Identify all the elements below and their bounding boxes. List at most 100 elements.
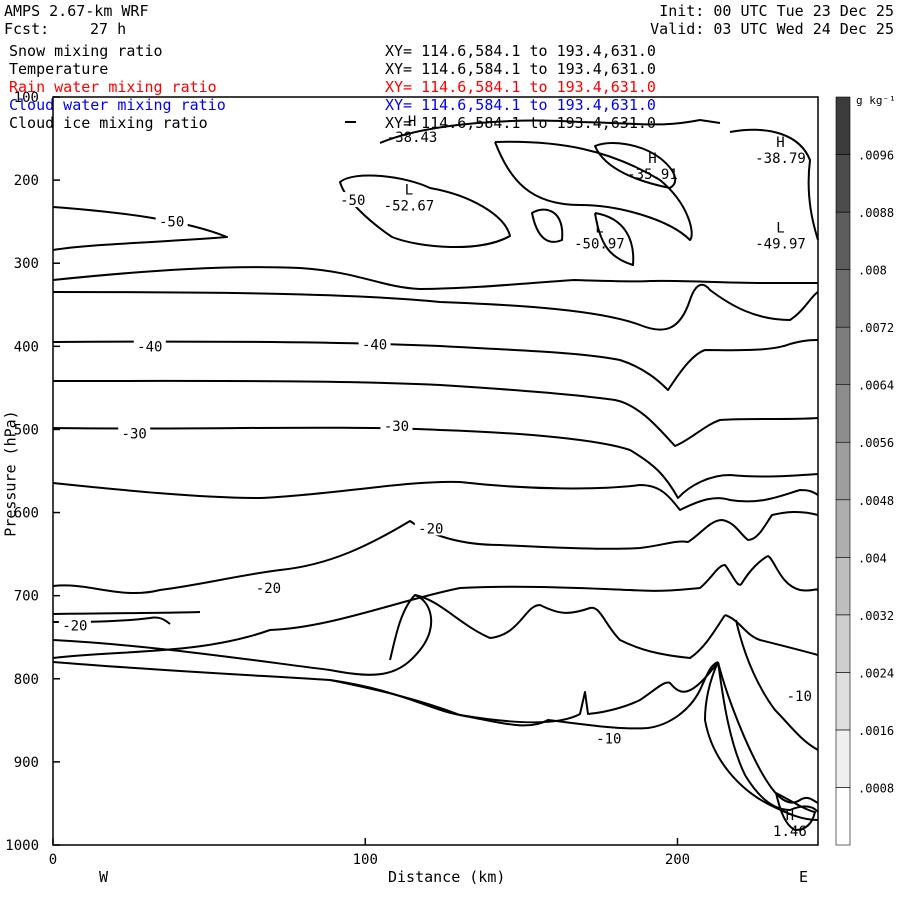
contour-line — [704, 661, 819, 821]
field-name: Snow mixing ratio — [9, 42, 163, 60]
contour-line — [329, 661, 719, 730]
contour-labels: -50 -50 -40 -40 -30 -30 -20 -20 -20 -10 -10 — [58, 192, 816, 748]
contour-label-bg — [336, 192, 369, 208]
extremum-value: -35.91 — [627, 167, 678, 183]
colorbar-segment — [835, 384, 851, 443]
y-tick-label: 200 — [14, 173, 39, 189]
east-label: E — [799, 868, 809, 886]
contour-line — [52, 283, 819, 331]
contour-label-bg — [414, 520, 447, 536]
colorbar-segment — [835, 787, 851, 846]
contour-label: -50 — [159, 215, 184, 231]
contour-label-bg — [358, 336, 391, 352]
contour-label: -40 — [362, 338, 387, 354]
x-tick-label: 0 — [49, 852, 57, 868]
colorbar-segment — [835, 672, 851, 731]
colorbar-label: .0088 — [858, 206, 894, 220]
contour-line — [594, 142, 677, 189]
colorbar-label: .0072 — [858, 321, 894, 335]
valid-time: Valid: 03 UTC Wed 24 Dec 25 — [650, 20, 894, 38]
y-tick-label: 100 — [14, 90, 39, 106]
colorbar-label: .008 — [858, 264, 887, 278]
colorbar-label: .0096 — [858, 149, 894, 163]
contour-label-bg — [592, 730, 625, 746]
contour-label: -20 — [62, 619, 87, 635]
contour-label: -30 — [122, 427, 147, 443]
field-name: Cloud ice mixing ratio — [9, 114, 208, 132]
colorbar-label: .0016 — [858, 724, 894, 738]
extrema-labels: H-38.43L-52.67H-35.91H-38.79L-50.97L-49.… — [384, 114, 807, 840]
field-name: Temperature — [9, 60, 109, 78]
contour-line — [52, 206, 228, 251]
extremum-kind: L — [776, 221, 784, 237]
extremum-kind: H — [776, 135, 784, 151]
colorbar-segment — [835, 326, 851, 385]
colorbar-label: .004 — [858, 551, 887, 565]
contour-line — [735, 619, 819, 751]
colorbar-unit: g kg⁻¹ — [856, 94, 896, 107]
west-label: W — [99, 868, 109, 886]
colorbar-label: .0032 — [858, 609, 894, 623]
extremum-value: -52.67 — [384, 198, 435, 214]
init-time: Init: 00 UTC Tue 23 Dec 25 — [659, 2, 894, 20]
contour-line — [339, 174, 511, 248]
contour-line — [52, 379, 819, 447]
colorbar-label: .0048 — [858, 494, 894, 508]
contour-label: -10 — [596, 732, 621, 748]
contour-label-bg — [58, 617, 91, 633]
contour-label-bg — [783, 688, 816, 704]
colorbar: .0008 .0016 .0024 .0032 .004 .0048 .0056 .0064.… — [835, 94, 896, 846]
model-title: AMPS 2.67-km WRF — [4, 2, 149, 20]
contour-line — [52, 611, 201, 615]
field-xy-range: XY= 114.6,584.1 to 193.4,631.0 — [385, 96, 656, 114]
colorbar-label: .0064 — [858, 379, 894, 393]
contour-line — [379, 119, 721, 144]
colorbar-label: .0056 — [858, 436, 894, 450]
contour-line — [494, 140, 693, 241]
plot-frame — [52, 96, 819, 846]
contour-label-bg — [380, 418, 413, 434]
y-tick-label: 300 — [14, 256, 39, 272]
extremum-kind: H — [648, 151, 656, 167]
colorbar-segment — [835, 211, 851, 270]
contour-line — [52, 555, 819, 659]
colorbar-segment — [835, 269, 851, 328]
contour-line — [414, 594, 726, 659]
contour-line — [52, 480, 819, 511]
contour-label: -30 — [384, 419, 409, 435]
extremum-value: 1.46 — [773, 824, 807, 840]
y-tick-label: 1000 — [5, 838, 39, 854]
contour-label: -20 — [256, 581, 281, 597]
forecast-hour: 27 h — [90, 20, 127, 38]
colorbar-segment — [835, 441, 851, 501]
contour-line — [594, 212, 635, 266]
y-tick-label: 800 — [14, 672, 39, 688]
contour-label: -50 — [340, 193, 365, 209]
colorbar-label: .0008 — [858, 781, 894, 795]
contour-label: -40 — [137, 339, 162, 355]
extremum-kind: H — [786, 808, 794, 824]
forecast-label: Fcst: — [4, 20, 50, 38]
contour-line — [717, 661, 819, 813]
extremum-kind: L — [595, 221, 603, 237]
extremum-value: -38.79 — [755, 151, 806, 167]
colorbar-segment — [835, 557, 851, 616]
field-name: Rain water mixing ratio — [9, 78, 217, 96]
y-tick-label: 400 — [14, 339, 39, 355]
contour-line — [52, 594, 433, 676]
x-tick-label: 100 — [353, 852, 378, 868]
contour-label: -10 — [787, 689, 812, 705]
contour-label-bg — [133, 338, 166, 354]
field-name: Cloud water mixing ratio — [9, 96, 226, 114]
colorbar-label: .0024 — [858, 666, 894, 680]
temperature-contours — [52, 119, 819, 831]
contour-line — [52, 266, 818, 290]
contour-line — [775, 792, 816, 831]
x-tick-label: 200 — [665, 852, 690, 868]
plot-border — [52, 96, 819, 846]
extremum-value: -50.97 — [574, 237, 625, 253]
axes: 100 200 300 400 500 600 700 800 900 1000 0 100 200 — [5, 90, 690, 868]
extremum-value: -49.97 — [755, 237, 806, 253]
contour-line — [52, 339, 819, 391]
